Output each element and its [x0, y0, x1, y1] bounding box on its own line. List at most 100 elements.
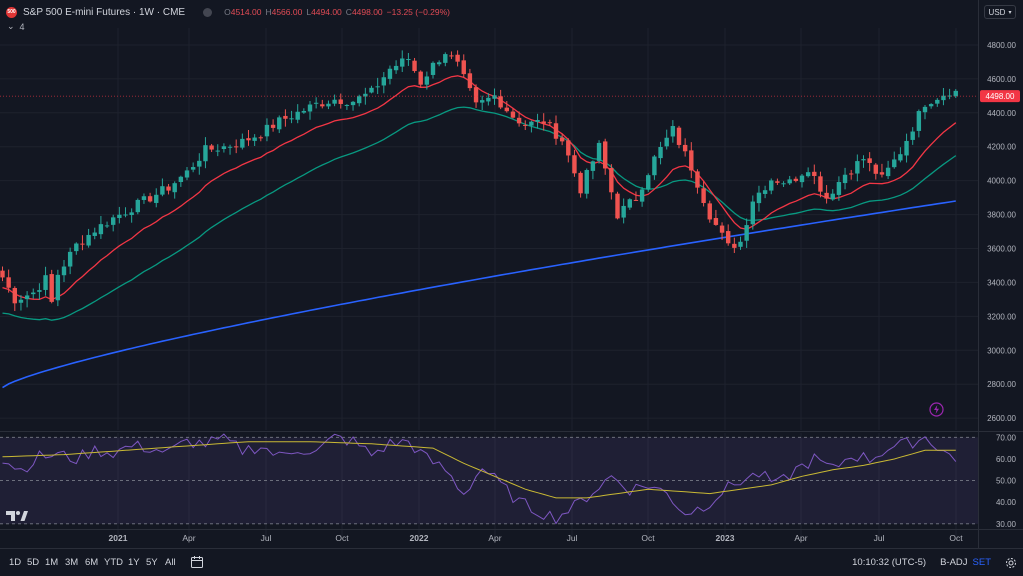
candle[interactable] — [74, 242, 79, 255]
candle-body[interactable] — [701, 188, 706, 204]
candle-body[interactable] — [129, 212, 134, 216]
candle[interactable] — [240, 133, 245, 150]
candle-body[interactable] — [424, 76, 430, 85]
candle-body[interactable] — [61, 266, 67, 276]
candle-body[interactable] — [467, 73, 473, 89]
candle-body[interactable] — [332, 99, 337, 104]
candlestick-series[interactable] — [0, 50, 958, 312]
candle[interactable] — [695, 169, 700, 194]
candle-body[interactable] — [74, 243, 79, 252]
candle-body[interactable] — [824, 192, 829, 199]
candle[interactable] — [184, 166, 190, 181]
candle-body[interactable] — [98, 224, 104, 235]
candle-body[interactable] — [240, 138, 245, 148]
candle-body[interactable] — [646, 175, 651, 190]
candle-body[interactable] — [344, 104, 350, 106]
candle-body[interactable] — [123, 214, 128, 216]
candle[interactable] — [947, 88, 952, 100]
candle-body[interactable] — [492, 95, 497, 99]
candle[interactable] — [357, 94, 362, 107]
timeframe-5y[interactable]: 5Y — [146, 557, 158, 568]
candle-body[interactable] — [676, 127, 682, 145]
candle-body[interactable] — [43, 275, 48, 290]
candle-body[interactable] — [234, 146, 239, 148]
candle[interactable] — [98, 215, 104, 239]
candle-body[interactable] — [627, 199, 632, 208]
candle-body[interactable] — [197, 160, 202, 167]
candle-body[interactable] — [922, 106, 928, 113]
candle-body[interactable] — [609, 168, 614, 193]
candle[interactable] — [375, 77, 380, 94]
candle-body[interactable] — [80, 243, 85, 245]
candle-body[interactable] — [750, 201, 755, 225]
candle-body[interactable] — [559, 137, 565, 142]
candle-body[interactable] — [24, 295, 30, 300]
candle[interactable] — [855, 154, 860, 182]
candle[interactable] — [805, 167, 811, 178]
candle[interactable] — [922, 105, 928, 120]
candle-body[interactable] — [892, 159, 897, 168]
candle[interactable] — [117, 206, 122, 224]
candle[interactable] — [516, 111, 522, 127]
candle[interactable] — [387, 65, 393, 85]
candle-body[interactable] — [928, 104, 934, 107]
candle[interactable] — [313, 97, 319, 109]
candle[interactable] — [467, 68, 473, 91]
candle-body[interactable] — [141, 196, 147, 200]
candle[interactable] — [412, 57, 417, 73]
candle-body[interactable] — [49, 274, 54, 302]
candle-body[interactable] — [867, 158, 872, 163]
candle-body[interactable] — [270, 124, 276, 128]
candle-body[interactable] — [154, 194, 159, 203]
candle[interactable] — [326, 100, 331, 110]
candle[interactable] — [295, 104, 300, 124]
timeframe-all[interactable]: All — [165, 557, 176, 568]
candle[interactable] — [775, 178, 780, 185]
candle[interactable] — [664, 129, 669, 150]
candle[interactable] — [719, 222, 725, 240]
candle-body[interactable] — [590, 161, 596, 171]
candle[interactable] — [799, 174, 805, 188]
timeframe-ytd[interactable]: YTD — [104, 557, 123, 568]
candle-body[interactable] — [652, 156, 657, 176]
candle-body[interactable] — [480, 100, 485, 103]
candle[interactable] — [461, 54, 466, 78]
candle[interactable] — [535, 113, 540, 129]
candle-body[interactable] — [246, 138, 251, 141]
candle-body[interactable] — [682, 144, 688, 152]
candle[interactable] — [160, 178, 165, 197]
candle[interactable] — [738, 236, 743, 250]
candle-body[interactable] — [738, 241, 743, 247]
candle-body[interactable] — [350, 101, 356, 106]
candle-body[interactable] — [307, 104, 313, 112]
rsi-pane[interactable] — [0, 433, 978, 525]
candle-body[interactable] — [264, 124, 270, 137]
candle-body[interactable] — [135, 199, 140, 213]
candle[interactable] — [682, 138, 688, 157]
candle[interactable] — [824, 185, 829, 204]
candle-body[interactable] — [578, 172, 583, 194]
candle-body[interactable] — [486, 97, 491, 102]
candle[interactable] — [209, 143, 214, 153]
candle-body[interactable] — [18, 299, 24, 303]
candle[interactable] — [553, 115, 559, 145]
candle-body[interactable] — [301, 110, 307, 113]
candle[interactable] — [135, 198, 140, 215]
candle[interactable] — [246, 129, 251, 146]
candle[interactable] — [670, 120, 676, 143]
candle-body[interactable] — [572, 155, 577, 174]
candle[interactable] — [910, 127, 915, 145]
candle-body[interactable] — [104, 225, 110, 227]
candle[interactable] — [676, 125, 682, 149]
candle[interactable] — [787, 175, 792, 185]
candle[interactable] — [849, 169, 854, 180]
candle-body[interactable] — [172, 183, 177, 193]
candle[interactable] — [338, 93, 343, 109]
candle-body[interactable] — [37, 290, 42, 292]
candle[interactable] — [381, 72, 386, 94]
candle-body[interactable] — [387, 68, 393, 79]
candle[interactable] — [609, 164, 614, 200]
candle[interactable] — [879, 163, 885, 178]
candle[interactable] — [61, 259, 67, 283]
